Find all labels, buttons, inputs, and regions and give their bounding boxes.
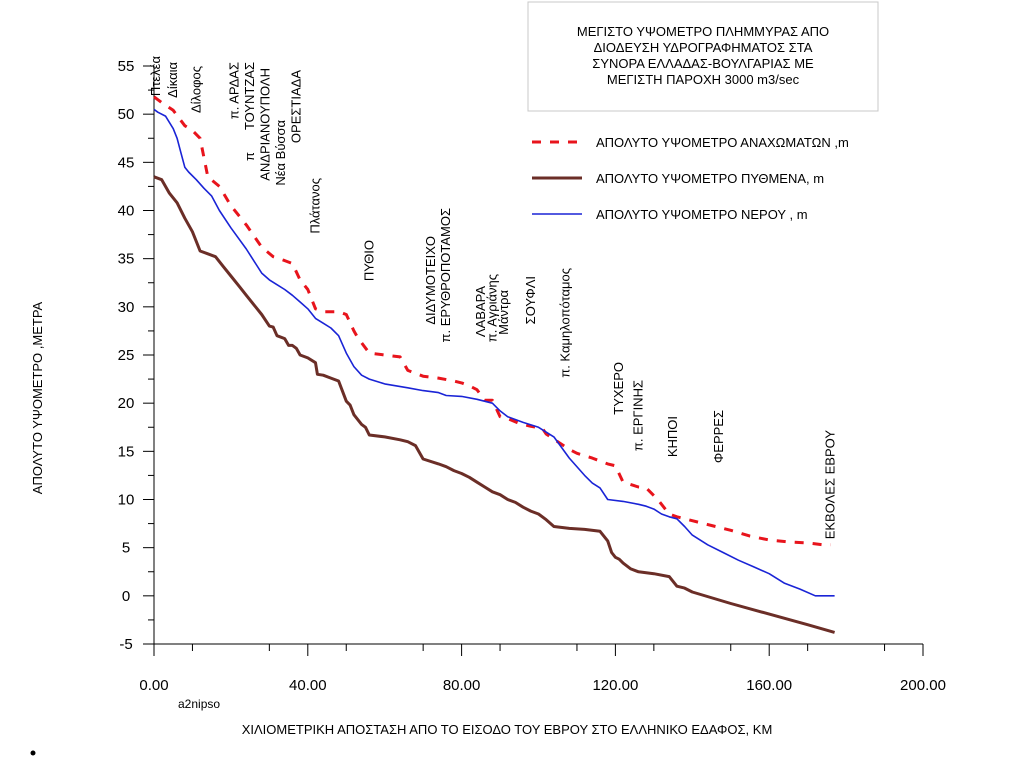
chart-title-line-2: ΔΙΟΔΕΥΣΗ ΥΔΡΟΓΡΑΦΗΜΑΤΟΣ ΣΤΑ: [594, 40, 813, 55]
place-label: Πτελέα: [148, 56, 163, 97]
y-tick-label: 30: [118, 299, 135, 316]
chart-title-line-1: ΜΕΓΙΣΤΟ ΥΨΟΜΕΤΡΟ ΠΛΗΜΜΥΡΑΣ ΑΠΟ: [577, 24, 829, 39]
x-ticks: 0.00 40.00 80.00 120.00 160.00 200.00: [139, 644, 946, 694]
place-label: ΦΕΡΡΕΣ: [711, 410, 726, 463]
place-label: Μάντρα: [496, 290, 511, 335]
y-tick-label: 20: [118, 395, 135, 412]
place-label: ΑΝΔΡΙΑΝΟΥΠΟΛΗ: [258, 68, 273, 181]
x-axis-title: ΧΙΛΙΟΜΕΤΡΙΚΗ ΑΠΟΣΤΑΣΗ ΑΠΟ ΤΟ ΕΙΣΟΔΟ ΤΟΥ …: [242, 722, 773, 737]
place-label: ΔΙΔΥΜΟΤΕΙΧΟ: [423, 236, 438, 325]
y-tick-label: 50: [118, 106, 135, 123]
chart-title-line-3: ΣΥΝΟΡΑ ΕΛΛΑΔΑΣ-ΒΟΥΛΓΑΡΙΑΣ ΜΕ: [592, 56, 814, 71]
series-line-water: [153, 108, 835, 597]
y-tick-label: 55: [118, 58, 135, 75]
place-label: Δίλοφος: [188, 66, 203, 113]
place-label: ΤΥΧΕΡΟ: [611, 362, 626, 415]
y-tick-label: 5: [122, 540, 130, 557]
place-label: ΛΑΒΑΡΑ: [473, 286, 488, 337]
y-tick-label: 15: [118, 443, 135, 460]
place-label: π. ΑΡΔΑΣ: [227, 62, 242, 119]
y-tick-label: -5: [119, 636, 132, 653]
y-tick-label: 35: [118, 251, 135, 268]
y-tick-label: 0: [122, 588, 130, 605]
x-tick-label: 120.00: [592, 677, 638, 694]
series-line-bed: [153, 175, 836, 634]
y-tick-label: 40: [118, 203, 135, 220]
x-tick-label: 0.00: [139, 677, 168, 694]
place-label: π: [242, 152, 257, 161]
legend-label-water: ΑΠΟΛΥΤΟ ΥΨΟΜΕΤΡΟ ΝΕΡΟΥ , m: [596, 207, 808, 222]
chart-note: a2nipso: [178, 697, 220, 711]
place-label: π. Καμηλοπόταμος: [557, 268, 572, 378]
chart-title-line-4: ΜΕΓΙΣΤΗ ΠΑΡΟΧΗ 3000 m3/sec: [607, 72, 800, 87]
place-label: ΣΟΥΦΛΙ: [523, 276, 538, 324]
y-tick-label: 25: [118, 347, 135, 364]
legend: ΑΠΟΛΥΤΟ ΥΨΟΜΕΤΡΟ ΑΝΑΧΩΜΑΤΩΝ ,m ΑΠΟΛΥΤΟ Υ…: [532, 135, 849, 222]
legend-label-embankment: ΑΠΟΛΥΤΟ ΥΨΟΜΕΤΡΟ ΑΝΑΧΩΜΑΤΩΝ ,m: [596, 135, 849, 150]
bullet-mark: [30, 750, 36, 756]
y-axis-title: ΑΠΟΛΥΤΟ ΥΨΟΜΕΤΡΟ ,ΜΕΤΡΑ: [30, 301, 45, 494]
x-tick-label: 160.00: [746, 677, 792, 694]
place-label: π. ΕΡΓΙΝΗΣ: [631, 380, 646, 451]
place-label: Νέα Βύσσα: [273, 120, 288, 186]
y-tick-label: 10: [118, 492, 135, 509]
place-label: ΚΗΠΟΙ: [665, 416, 680, 457]
legend-label-bed: ΑΠΟΛΥΤΟ ΥΨΟΜΕΤΡΟ ΠΥΘΜΕΝΑ, m: [596, 171, 824, 186]
y-ticks: -5 0 5 10 15 20 25 30 35 40 45 50 55: [118, 58, 154, 653]
x-tick-label: 80.00: [443, 677, 481, 694]
x-tick-label: 40.00: [289, 677, 327, 694]
place-label: ΤΟΥΝΤΖΑΣ: [242, 62, 257, 130]
place-label: Πλάτανος: [308, 178, 323, 234]
x-tick-label: 200.00: [900, 677, 946, 694]
place-label: ΟΡΕΣΤΙΑΔΑ: [288, 70, 303, 143]
chart-title-box: ΜΕΓΙΣΤΟ ΥΨΟΜΕΤΡΟ ΠΛΗΜΜΥΡΑΣ ΑΠΟ ΔΙΟΔΕΥΣΗ …: [527, 1, 879, 112]
place-label: Δίκαια: [165, 62, 180, 98]
place-label: π. Αγριάνης: [484, 274, 499, 342]
series-layer: [153, 95, 836, 634]
place-labels: Πτελέα Δίκαια Δίλοφος π. ΑΡΔΑΣ ΤΟΥΝΤΖΑΣ π ΑΝΔΡ…: [148, 56, 838, 540]
place-label: ΕΚΒΟΛΕΣ ΕΒΡΟΥ: [823, 430, 838, 540]
place-label: π. ΕΡΥΘΡΟΠΟΤΑΜΟΣ: [438, 208, 453, 343]
place-label: ΠΥΘΙΟ: [361, 240, 376, 281]
y-tick-label: 45: [118, 154, 135, 171]
